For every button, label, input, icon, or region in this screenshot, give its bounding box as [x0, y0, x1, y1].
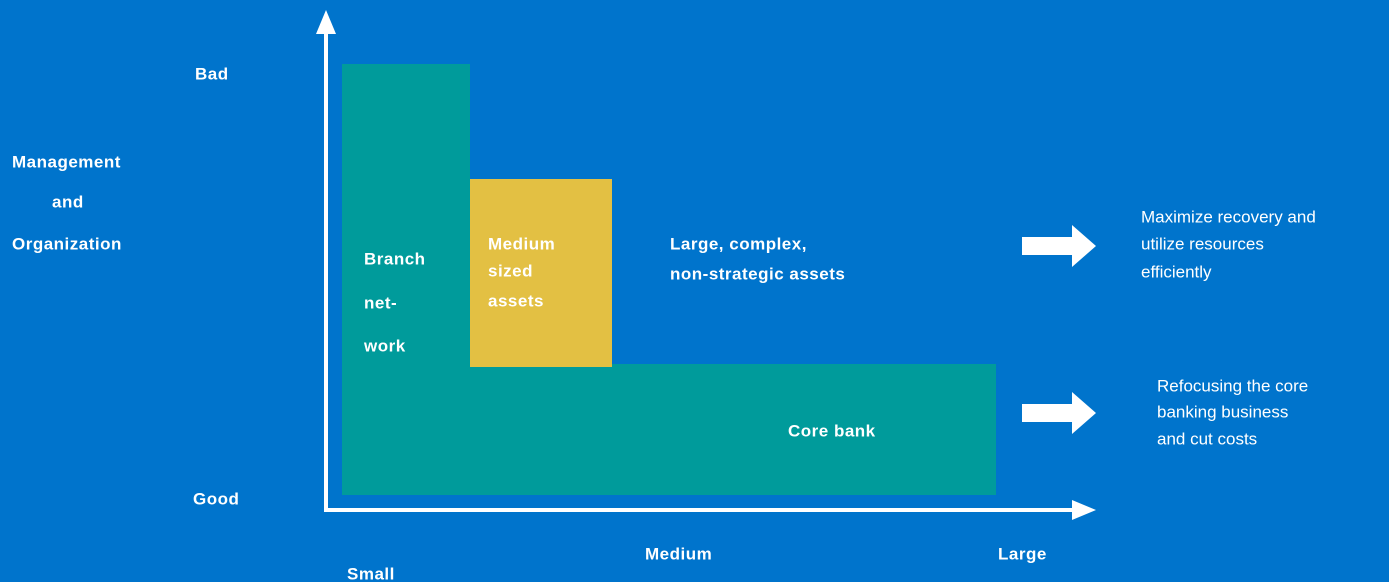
core-bank-area [342, 364, 996, 495]
outcome-text: and cut costs [1157, 429, 1257, 448]
y-axis-arrow [316, 10, 336, 34]
outcome-text: Refocusing the core [1157, 376, 1308, 395]
region-label: non-strategic assets [670, 264, 845, 283]
arrow [1022, 225, 1096, 267]
x-middle-label: Medium [645, 544, 712, 563]
outcome-text: efficiently [1141, 262, 1212, 281]
y-bottom-label: Good [193, 489, 239, 508]
outcome-text: banking business [1157, 402, 1288, 421]
region-label: sized [488, 261, 533, 280]
region-label: Core bank [788, 421, 876, 440]
region-label: Large, complex, [670, 234, 807, 253]
y-axis-label: Management [12, 152, 121, 171]
outcome-text: Maximize recovery and [1141, 207, 1316, 226]
region-label: net- [364, 293, 397, 312]
region-label: work [363, 336, 406, 355]
x-right-label: Large [998, 544, 1047, 563]
y-axis-label: Organization [12, 234, 122, 253]
x-left-label: Small [347, 564, 395, 582]
y-top-label: Bad [195, 64, 229, 83]
medium-assets-area [470, 179, 612, 367]
region-label: Medium [488, 234, 555, 253]
region-label: assets [488, 291, 544, 310]
outcome-text: utilize resources [1141, 234, 1264, 253]
y-axis-label: and [52, 192, 84, 211]
arrow [1022, 392, 1096, 434]
x-axis-arrow [1072, 500, 1096, 520]
region-label: Branch [364, 249, 426, 268]
